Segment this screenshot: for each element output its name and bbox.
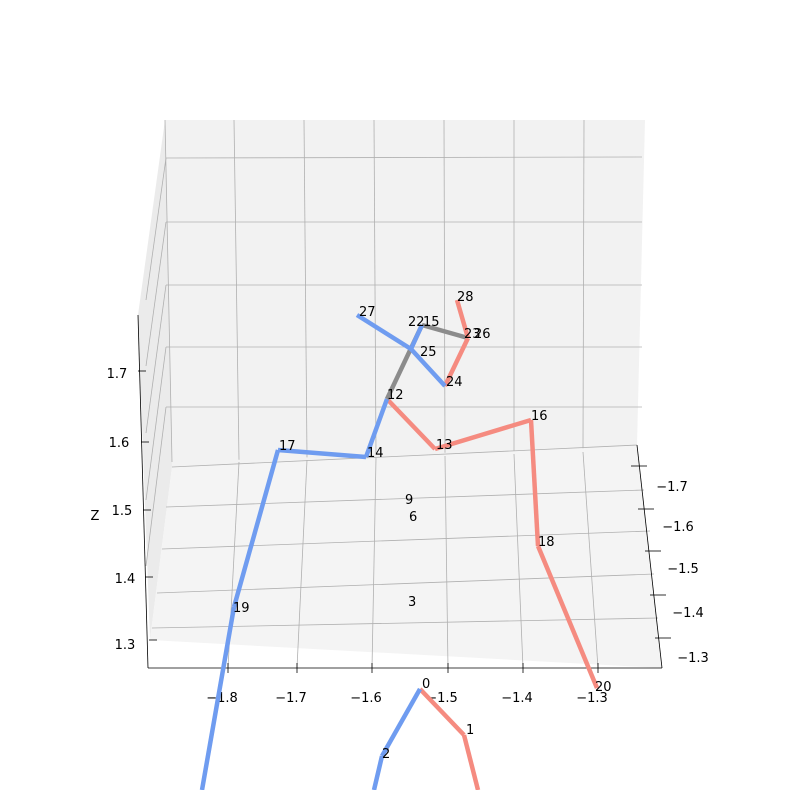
back-gridline-vertical (233, 119, 240, 460)
back-gridline-vertical (303, 119, 308, 458)
joint-label-0: 0 (422, 677, 430, 692)
joint-label-18: 18 (538, 535, 555, 550)
joint-label-14: 14 (367, 446, 384, 461)
bone-1-continuation (461, 734, 481, 791)
bone-0-2 (380, 687, 422, 758)
y-axis-line (636, 444, 663, 669)
joint-label-22: 22 (408, 315, 425, 330)
bone-12-13 (385, 397, 437, 451)
bone-2-continuation (371, 755, 385, 791)
back-gridline-vertical (443, 119, 446, 453)
floor-gridline-depth (151, 617, 659, 629)
floor-gridline-x (371, 457, 377, 669)
y-tick-label: −1.5 (667, 562, 699, 577)
back-gridline-horizontal (165, 156, 643, 159)
bone-16-18 (528, 419, 541, 547)
bone-15-25 (408, 324, 425, 350)
y-tick-label: −1.6 (662, 520, 694, 535)
bone-18-20 (535, 545, 600, 689)
joint-label-23: 23 (464, 327, 481, 342)
joint-label-19: 19 (233, 601, 250, 616)
bone-17-19 (231, 449, 281, 608)
joint-label-9: 9 (405, 493, 413, 508)
back-pane (165, 120, 645, 467)
side-gridline (145, 406, 167, 567)
bone-19-continuation (199, 606, 237, 791)
joint-label-24: 24 (446, 375, 463, 390)
bone-12-14 (363, 398, 390, 458)
bone-15-23 (421, 322, 469, 341)
back-gridline-vertical (164, 119, 173, 463)
joint-label-20: 20 (595, 680, 612, 695)
bone-14-17 (277, 447, 367, 460)
joint-label-16: 16 (531, 409, 548, 424)
floor-gridline-x (513, 453, 524, 669)
bone-25-27 (355, 313, 413, 351)
x-tick-label: −1.3 (576, 691, 608, 706)
z-axis-line (137, 314, 149, 669)
floor-gridline-x (582, 451, 599, 669)
bone-23-28 (454, 299, 471, 339)
x-tick-label: −1.8 (206, 691, 238, 706)
joint-label-2: 2 (382, 747, 390, 762)
x-tick-label: −1.7 (275, 691, 307, 706)
floor-gridline-depth (161, 530, 651, 550)
side-gridline (145, 346, 167, 501)
floor-gridline-depth (171, 444, 638, 468)
joint-label-28: 28 (457, 290, 474, 305)
z-tick-label: 1.4 (115, 572, 136, 587)
joint-label-3: 3 (408, 595, 416, 610)
z-tick-label: 1.5 (112, 504, 133, 519)
floor-gridline-x (296, 459, 308, 669)
x-tick-label: −1.6 (350, 691, 382, 706)
joint-label-17: 17 (279, 439, 296, 454)
joint-label-25: 25 (420, 345, 437, 360)
side-gridline (145, 284, 167, 434)
y-tick-label: −1.3 (677, 651, 709, 666)
bone-23-24 (442, 337, 471, 387)
back-gridline-vertical (373, 119, 377, 456)
joint-label-12: 12 (387, 388, 404, 403)
side-gridline (145, 221, 167, 367)
bone-25-24 (409, 347, 447, 388)
floor-gridline-x (444, 455, 449, 669)
back-gridline-vertical (582, 119, 585, 449)
joint-label-15: 15 (423, 315, 440, 330)
z-tick-label: 1.7 (107, 367, 128, 382)
floor-gridline-depth (165, 489, 645, 508)
bone-13-16 (434, 417, 532, 452)
z-axis-label: Z (91, 509, 100, 524)
joint-label-13: 13 (436, 438, 453, 453)
side-gridline (145, 157, 167, 301)
y-tick-label: −1.4 (672, 606, 704, 621)
joint-label-26: 26 (474, 327, 491, 342)
joint-label-1: 1 (466, 723, 474, 738)
y-tick-label: −1.7 (656, 480, 688, 495)
z-tick-label: 1.3 (115, 638, 136, 653)
x-tick-label: −1.4 (501, 691, 533, 706)
joint-label-6: 6 (409, 510, 417, 525)
bone-0-1 (418, 687, 466, 737)
joint-label-27: 27 (359, 305, 376, 320)
z-tick-label: 1.6 (109, 436, 130, 451)
